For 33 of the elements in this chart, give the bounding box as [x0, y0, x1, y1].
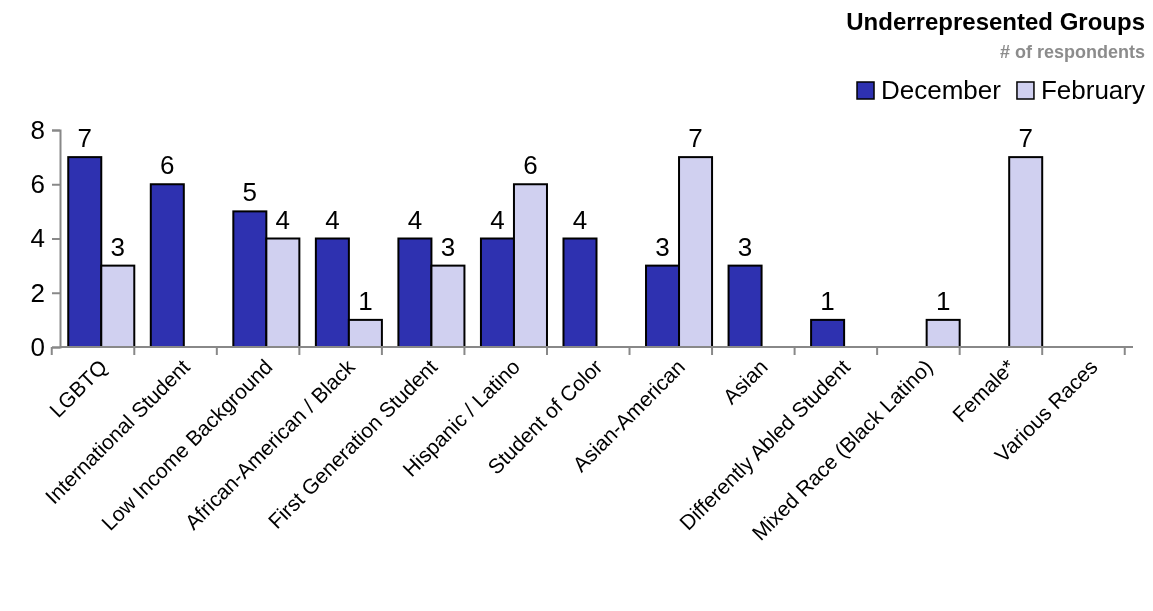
bar — [1008, 156, 1044, 348]
chart-subtitle: # of respondents — [999, 42, 1145, 62]
legend-label: December — [881, 75, 1002, 105]
y-tick-label: 6 — [30, 169, 45, 200]
data-label: 7 — [688, 123, 703, 154]
data-label: 7 — [1018, 123, 1033, 154]
data-label: 7 — [77, 123, 92, 154]
data-label: 3 — [440, 231, 456, 262]
bar — [562, 237, 598, 348]
data-label: 5 — [242, 177, 258, 208]
y-tick-label: 8 — [30, 114, 45, 145]
data-label: 6 — [160, 150, 175, 181]
data-label: 3 — [737, 231, 753, 262]
y-tick-label: 4 — [30, 223, 45, 254]
legend-label: February — [1040, 75, 1145, 105]
data-label: 1 — [358, 285, 373, 316]
data-label: 3 — [655, 231, 670, 262]
data-label: 1 — [935, 285, 951, 316]
data-label: 4 — [490, 204, 505, 235]
data-label: 4 — [407, 204, 423, 235]
bar — [727, 264, 763, 348]
data-label: 4 — [572, 204, 588, 235]
data-label: 4 — [325, 204, 340, 235]
bar — [810, 318, 846, 348]
data-label: 1 — [820, 285, 835, 316]
y-tick-label: 0 — [30, 331, 45, 362]
data-label: 3 — [110, 231, 126, 262]
data-label: 4 — [275, 204, 291, 235]
data-label: 6 — [523, 150, 538, 181]
y-tick-label: 2 — [30, 277, 45, 308]
chart-title: Underrepresented Groups — [846, 8, 1145, 35]
bar — [925, 318, 961, 348]
bar — [149, 183, 185, 348]
